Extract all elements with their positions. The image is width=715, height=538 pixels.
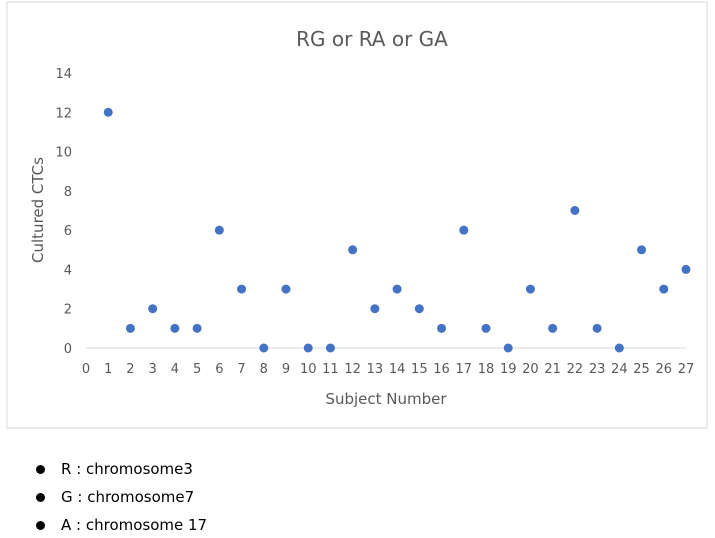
data-point	[214, 225, 224, 235]
x-tick-label: 9	[282, 362, 290, 377]
data-point	[259, 343, 269, 353]
bullet-icon	[36, 464, 45, 474]
x-tick-label: 24	[611, 362, 628, 377]
x-tick-label: 6	[215, 362, 223, 377]
x-tick-label: 23	[589, 362, 606, 377]
data-point	[125, 323, 135, 333]
x-tick-label: 20	[522, 362, 539, 377]
data-point	[103, 107, 113, 117]
x-tick-label: 14	[389, 362, 406, 377]
data-point	[237, 284, 247, 294]
x-tick-label: 21	[544, 362, 561, 377]
x-tick-label: 0	[82, 362, 90, 377]
legend-note-r: R : chromosome3	[36, 460, 193, 478]
legend-note-g: G : chromosome7	[36, 488, 194, 506]
x-tick-label: 16	[433, 362, 450, 377]
x-tick-label: 11	[322, 362, 339, 377]
bullet-icon	[36, 492, 45, 502]
y-tick-label: 10	[55, 146, 72, 161]
data-point	[281, 284, 291, 294]
data-point	[370, 304, 380, 314]
y-tick-label: 0	[64, 342, 72, 357]
data-point	[525, 284, 535, 294]
data-point	[392, 284, 402, 294]
data-point	[148, 304, 158, 314]
legend-note-text: R : chromosome3	[61, 460, 193, 478]
data-point	[681, 264, 691, 274]
y-axis-label: Cultured CTCs	[29, 157, 47, 263]
data-point	[659, 284, 669, 294]
x-tick-label: 1	[104, 362, 112, 377]
data-point	[503, 343, 513, 353]
x-tick-label: 5	[193, 362, 201, 377]
bullet-icon	[36, 520, 45, 530]
x-tick-label: 10	[300, 362, 317, 377]
y-tick-label: 8	[64, 185, 72, 200]
chart-title: RG or RA or GA	[296, 27, 448, 51]
data-point	[637, 245, 647, 255]
x-tick-label: 17	[456, 362, 473, 377]
y-tick-label: 4	[64, 263, 72, 278]
data-point	[414, 304, 424, 314]
data-point	[325, 343, 335, 353]
data-point	[548, 323, 558, 333]
data-point	[303, 343, 313, 353]
x-tick-label: 26	[656, 362, 673, 377]
y-tick-label: 12	[55, 106, 72, 121]
y-tick-label: 6	[64, 224, 72, 239]
data-point	[437, 323, 447, 333]
y-tick-label: 2	[64, 303, 72, 318]
x-tick-label: 18	[478, 362, 495, 377]
x-tick-label: 3	[149, 362, 157, 377]
x-tick-label: 19	[500, 362, 517, 377]
data-point	[170, 323, 180, 333]
data-point	[592, 323, 602, 333]
y-tick-label: 14	[55, 67, 72, 82]
x-tick-label: 27	[678, 362, 695, 377]
data-point	[348, 245, 358, 255]
x-tick-label: 22	[567, 362, 584, 377]
data-point	[614, 343, 624, 353]
data-point	[192, 323, 202, 333]
x-axis-label: Subject Number	[325, 390, 447, 408]
chart-border	[6, 1, 708, 429]
x-tick-label: 8	[260, 362, 268, 377]
x-tick-label: 15	[411, 362, 428, 377]
x-tick-label: 4	[171, 362, 179, 377]
x-tick-label: 7	[237, 362, 245, 377]
x-tick-label: 13	[367, 362, 384, 377]
data-point	[459, 225, 469, 235]
data-point	[481, 323, 491, 333]
data-point	[570, 206, 580, 215]
legend-note-text: A : chromosome 17	[61, 516, 208, 534]
x-tick-label: 2	[126, 362, 134, 377]
legend-note-text: G : chromosome7	[61, 488, 195, 506]
x-tick-label: 25	[633, 362, 650, 377]
legend-note-a: A : chromosome 17	[36, 516, 207, 534]
x-tick-label: 12	[344, 362, 361, 377]
